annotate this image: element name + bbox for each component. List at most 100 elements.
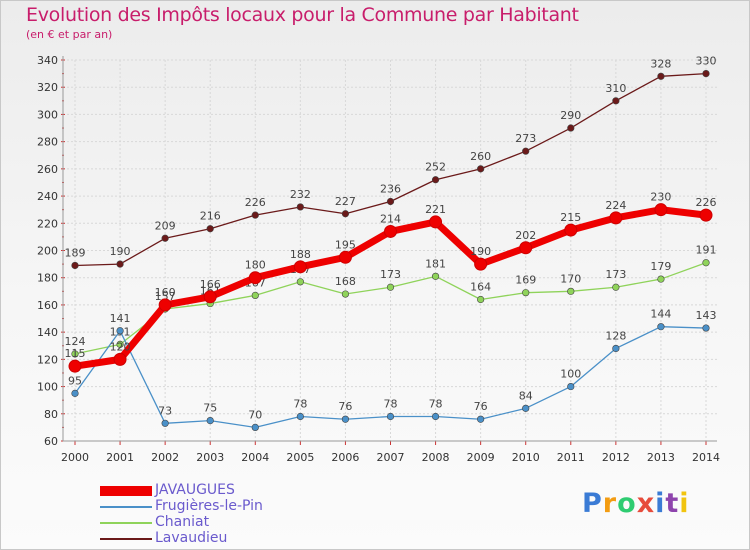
- data-label-frugi-res-le-pin: 95: [68, 374, 82, 387]
- logo-letter: P: [582, 488, 603, 519]
- data-label-lavaudieu: 226: [245, 196, 266, 209]
- data-label-lavaudieu: 330: [696, 55, 717, 68]
- y-tick-label: 80: [44, 408, 58, 421]
- x-tick-label: 2003: [196, 451, 224, 464]
- proxiti-logo: Proxiti: [582, 488, 690, 519]
- y-tick-label: 140: [37, 326, 58, 339]
- data-label-frugi-res-le-pin: 76: [338, 400, 352, 413]
- x-tick-label: 2014: [692, 451, 720, 464]
- data-label-chaniat: 191: [696, 244, 717, 257]
- x-tick-label: 2002: [151, 451, 179, 464]
- data-label-javaugues: 202: [515, 229, 536, 242]
- data-point-lavaudieu: [702, 70, 710, 78]
- data-label-chaniat: 168: [335, 275, 356, 288]
- data-label-chaniat: 164: [470, 280, 491, 293]
- x-tick-label: 2009: [467, 451, 495, 464]
- y-tick-label: 320: [37, 81, 58, 94]
- data-point-lavaudieu: [206, 225, 214, 233]
- data-point-javaugues: [203, 290, 217, 304]
- x-tick-label: 2007: [377, 451, 405, 464]
- x-tick-label: 2011: [557, 451, 585, 464]
- logo-letter: i: [679, 488, 690, 519]
- data-label-frugi-res-le-pin: 75: [203, 402, 217, 415]
- logo-letter: o: [617, 488, 637, 519]
- y-tick-label: 220: [37, 217, 58, 230]
- data-point-frugi-res-le-pin: [657, 323, 665, 331]
- data-label-chaniat: 170: [560, 272, 581, 285]
- data-point-javaugues: [248, 271, 262, 285]
- data-label-frugi-res-le-pin: 143: [696, 309, 717, 322]
- data-point-javaugues: [474, 257, 488, 271]
- data-point-lavaudieu: [567, 124, 575, 132]
- data-label-frugi-res-le-pin: 141: [110, 312, 131, 325]
- data-point-lavaudieu: [477, 165, 485, 173]
- data-point-lavaudieu: [386, 197, 395, 206]
- data-point-lavaudieu: [296, 203, 304, 211]
- data-point-frugi-res-le-pin: [702, 324, 710, 332]
- data-point-frugi-res-le-pin: [522, 404, 530, 412]
- legend-label-lavaudieu: Lavaudieu: [155, 530, 228, 546]
- data-point-javaugues: [429, 215, 443, 229]
- data-label-frugi-res-le-pin: 78: [429, 398, 443, 411]
- data-label-javaugues: 115: [65, 347, 86, 360]
- data-point-javaugues: [293, 260, 307, 274]
- data-label-frugi-res-le-pin: 78: [384, 398, 398, 411]
- data-label-frugi-res-le-pin: 84: [519, 389, 533, 402]
- data-label-javaugues: 224: [605, 199, 626, 212]
- data-label-frugi-res-le-pin: 78: [293, 398, 307, 411]
- data-point-chaniat: [657, 275, 665, 283]
- data-point-javaugues: [384, 224, 397, 238]
- data-point-chaniat: [296, 278, 304, 286]
- logo-letter: i: [655, 488, 666, 519]
- legend-swatch-javaugues: [100, 486, 152, 496]
- data-point-javaugues: [113, 352, 127, 366]
- data-point-chaniat: [71, 350, 79, 358]
- chart-title: Evolution des Impôts locaux pour la Comm…: [26, 4, 579, 26]
- data-point-frugi-res-le-pin: [341, 415, 350, 423]
- data-label-lavaudieu: 236: [380, 183, 401, 196]
- data-point-chaniat: [522, 289, 530, 297]
- data-label-lavaudieu: 252: [425, 161, 446, 174]
- y-tick-label: 340: [37, 54, 58, 67]
- data-point-javaugues: [519, 241, 533, 255]
- legend-swatch-lavaudieu: [100, 538, 152, 540]
- data-label-javaugues: 226: [696, 196, 717, 209]
- data-label-lavaudieu: 310: [605, 82, 626, 95]
- data-label-javaugues: 215: [560, 211, 581, 224]
- data-point-frugi-res-le-pin: [612, 344, 620, 353]
- y-tick-label: 60: [44, 435, 58, 448]
- data-point-frugi-res-le-pin: [431, 412, 440, 421]
- data-point-javaugues: [699, 208, 713, 222]
- y-tick-label: 240: [37, 190, 58, 203]
- data-point-frugi-res-le-pin: [296, 412, 304, 421]
- legend-label-javaugues: JAVAUGUES: [155, 482, 235, 498]
- data-point-chaniat: [116, 340, 124, 348]
- data-point-lavaudieu: [522, 147, 530, 155]
- y-tick-label: 280: [37, 136, 58, 149]
- x-tick-label: 2013: [647, 451, 675, 464]
- data-point-lavaudieu: [116, 260, 124, 268]
- data-point-lavaudieu: [657, 72, 665, 80]
- legend-swatch-chaniat: [100, 522, 152, 524]
- data-label-frugi-res-le-pin: 144: [650, 308, 671, 321]
- data-label-lavaudieu: 190: [110, 245, 131, 258]
- data-point-chaniat: [251, 291, 259, 300]
- data-point-chaniat: [612, 283, 620, 291]
- data-point-lavaudieu: [71, 261, 79, 270]
- data-label-javaugues: 190: [470, 245, 491, 258]
- data-point-frugi-res-le-pin: [71, 389, 79, 397]
- data-point-javaugues: [564, 223, 578, 237]
- data-point-lavaudieu: [612, 97, 620, 105]
- data-point-lavaudieu: [431, 176, 440, 184]
- x-tick-label: 2001: [106, 451, 134, 464]
- data-point-chaniat: [702, 259, 710, 267]
- data-label-frugi-res-le-pin: 73: [158, 404, 172, 417]
- data-point-chaniat: [386, 283, 395, 291]
- data-point-chaniat: [431, 272, 440, 280]
- x-tick-label: 2008: [422, 451, 450, 464]
- data-point-javaugues: [158, 298, 172, 312]
- x-tick-label: 2010: [512, 451, 540, 464]
- legend-label-frugieres: Frugières-le-Pin: [155, 498, 263, 514]
